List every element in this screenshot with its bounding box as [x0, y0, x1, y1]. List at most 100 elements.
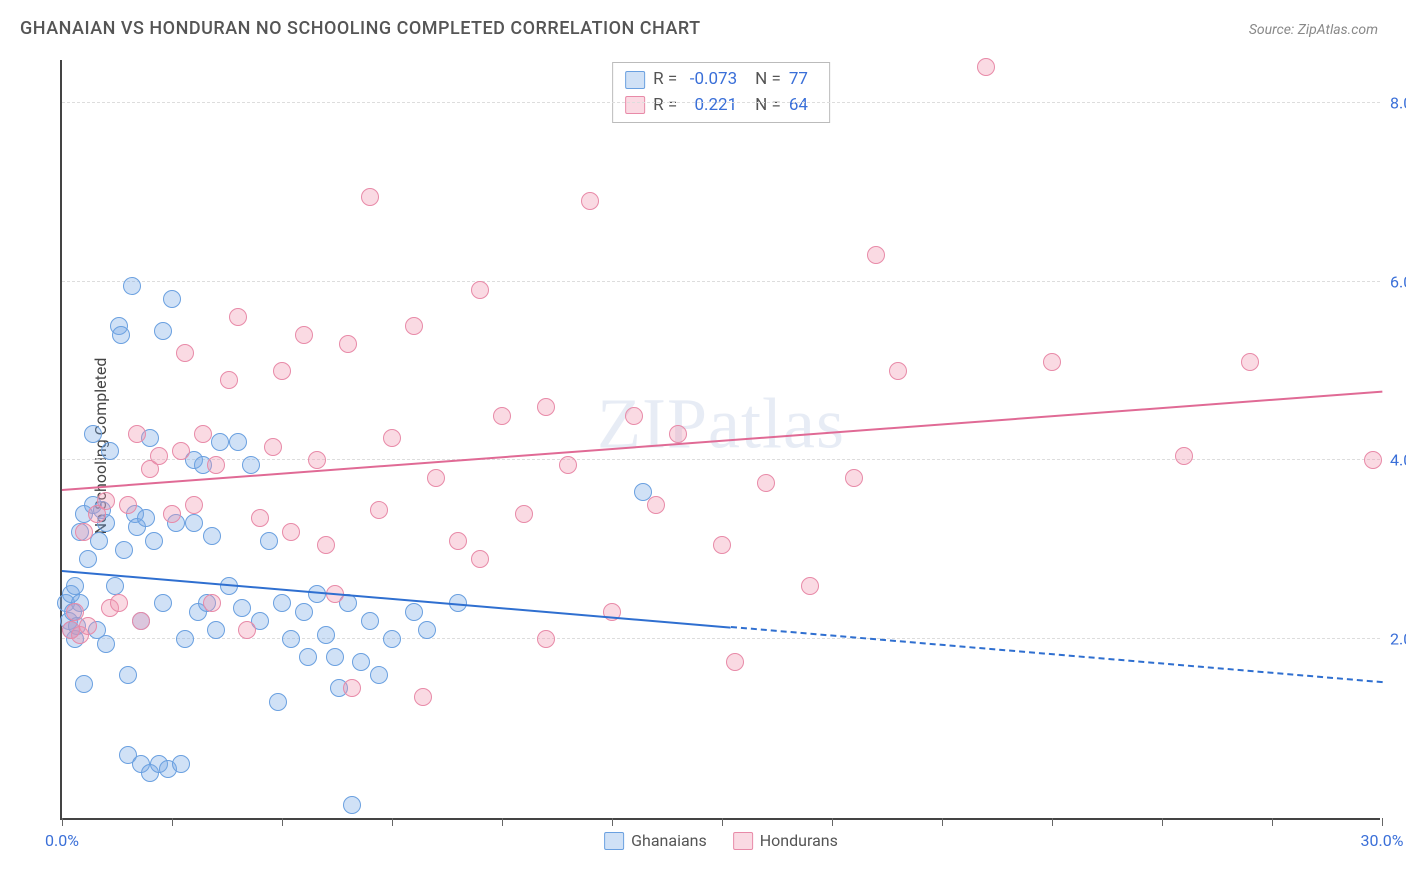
scatter-point	[251, 509, 269, 527]
scatter-point	[233, 599, 251, 617]
x-tick	[502, 818, 503, 826]
scatter-point	[176, 344, 194, 362]
legend-label-2: Hondurans	[760, 831, 838, 850]
scatter-point	[137, 509, 155, 527]
swatch-series-1	[625, 71, 645, 89]
scatter-point	[176, 630, 194, 648]
scatter-point	[471, 281, 489, 299]
scatter-point	[203, 527, 221, 545]
scatter-point	[1175, 447, 1193, 465]
legend-label-1: Ghanaians	[631, 831, 707, 850]
scatter-point	[242, 456, 260, 474]
correlation-stats-box: R = -0.073 N = 77 R = 0.221 N = 64	[612, 62, 830, 123]
scatter-point	[119, 496, 137, 514]
scatter-point	[713, 536, 731, 554]
swatch-series-2	[625, 96, 645, 114]
scatter-point	[75, 523, 93, 541]
scatter-point	[352, 653, 370, 671]
scatter-point	[101, 442, 119, 460]
scatter-point	[295, 603, 313, 621]
scatter-point	[370, 501, 388, 519]
stats-r-label: R =	[653, 67, 677, 93]
scatter-point	[110, 594, 128, 612]
stats-n-value-1: 77	[789, 67, 817, 93]
scatter-point	[128, 425, 146, 443]
scatter-point	[229, 433, 247, 451]
scatter-point	[317, 626, 335, 644]
scatter-point	[154, 594, 172, 612]
scatter-point	[801, 577, 819, 595]
scatter-point	[260, 532, 278, 550]
scatter-point	[79, 617, 97, 635]
scatter-point	[75, 675, 93, 693]
scatter-point	[383, 630, 401, 648]
stats-r-value-2: 0.221	[685, 93, 737, 119]
scatter-point	[132, 612, 150, 630]
scatter-point	[405, 317, 423, 335]
scatter-point	[361, 188, 379, 206]
legend-item-2: Hondurans	[733, 831, 838, 850]
scatter-point	[207, 621, 225, 639]
scatter-point	[220, 371, 238, 389]
scatter-point	[264, 438, 282, 456]
scatter-point	[119, 666, 137, 684]
scatter-point	[537, 630, 555, 648]
scatter-point	[515, 505, 533, 523]
scatter-point	[669, 425, 687, 443]
scatter-point	[1364, 451, 1382, 469]
scatter-point	[295, 326, 313, 344]
scatter-point	[625, 407, 643, 425]
scatter-point	[150, 447, 168, 465]
scatter-point	[559, 456, 577, 474]
scatter-point	[238, 621, 256, 639]
scatter-point	[889, 362, 907, 380]
chart-title: GHANAIAN VS HONDURAN NO SCHOOLING COMPLE…	[20, 18, 701, 39]
scatter-point	[757, 474, 775, 492]
legend: Ghanaians Hondurans	[604, 831, 838, 850]
scatter-point	[361, 612, 379, 630]
scatter-point	[172, 442, 190, 460]
scatter-point	[282, 630, 300, 648]
scatter-point	[845, 469, 863, 487]
scatter-point	[229, 308, 247, 326]
gridline-h	[62, 638, 1380, 639]
scatter-point	[299, 648, 317, 666]
scatter-plot: ZIPatlas R = -0.073 N = 77 R = 0.221 N =…	[60, 60, 1380, 820]
scatter-point	[172, 755, 190, 773]
scatter-point	[84, 425, 102, 443]
scatter-point	[269, 693, 287, 711]
scatter-point	[414, 688, 432, 706]
scatter-point	[79, 550, 97, 568]
scatter-point	[163, 290, 181, 308]
scatter-point	[203, 594, 221, 612]
stats-n-label: N =	[755, 67, 781, 93]
scatter-point	[383, 429, 401, 447]
scatter-point	[145, 532, 163, 550]
scatter-point	[66, 577, 84, 595]
scatter-point	[185, 496, 203, 514]
x-tick	[1382, 818, 1383, 826]
scatter-point	[493, 407, 511, 425]
scatter-point	[308, 451, 326, 469]
y-tick-label: 4.0%	[1390, 451, 1406, 470]
stats-n-value-2: 64	[789, 93, 817, 119]
x-tick	[722, 818, 723, 826]
scatter-point	[405, 603, 423, 621]
scatter-point	[977, 58, 995, 76]
scatter-point	[867, 246, 885, 264]
y-tick-label: 8.0%	[1390, 93, 1406, 112]
scatter-point	[449, 532, 467, 550]
x-tick	[1272, 818, 1273, 826]
y-tick-label: 6.0%	[1390, 272, 1406, 291]
scatter-point	[106, 577, 124, 595]
scatter-point	[273, 362, 291, 380]
scatter-point	[427, 469, 445, 487]
scatter-point	[308, 585, 326, 603]
stats-row-series-2: R = 0.221 N = 64	[625, 93, 817, 119]
x-tick	[282, 818, 283, 826]
scatter-point	[282, 523, 300, 541]
x-tick	[612, 818, 613, 826]
trend-line	[731, 626, 1382, 683]
x-tick-label: 0.0%	[45, 831, 79, 850]
scatter-point	[97, 635, 115, 653]
